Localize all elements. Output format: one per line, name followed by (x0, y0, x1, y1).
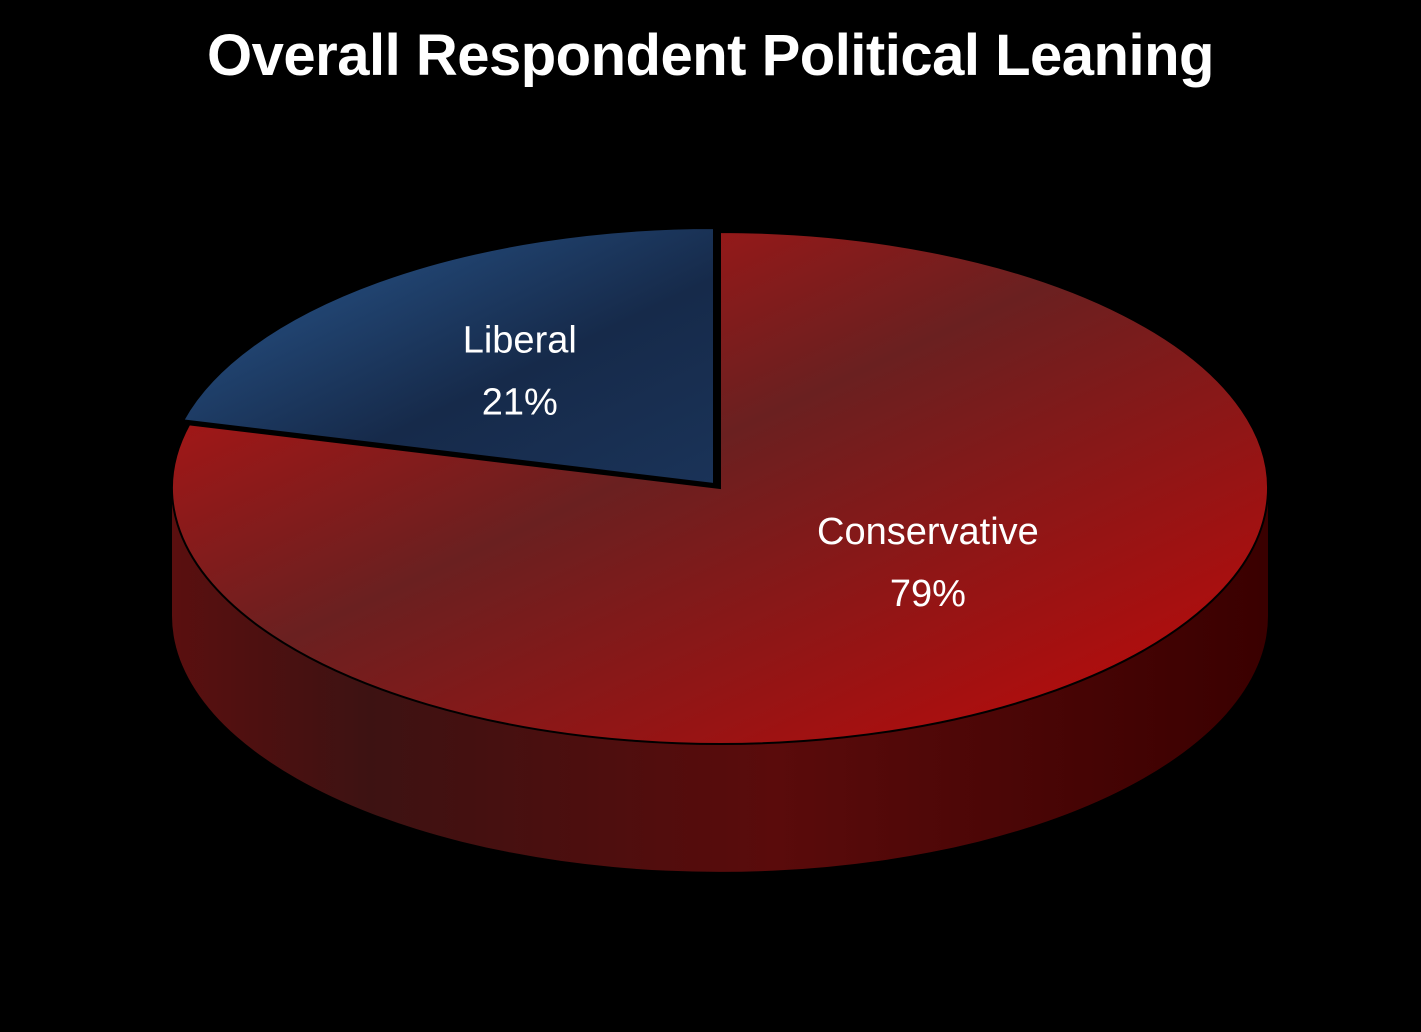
slice-label-conservative: Conservative (817, 511, 1039, 553)
slice-value-conservative: 79% (890, 573, 966, 615)
pie-slice-liberal (181, 226, 715, 486)
pie-side-conservative (172, 488, 1268, 872)
slice-label-liberal: Liberal (463, 320, 577, 362)
slice-value-liberal: 21% (482, 382, 558, 424)
pie-slice-conservative (171, 230, 1269, 745)
chart-title: Overall Respondent Political Leaning (207, 23, 1214, 88)
